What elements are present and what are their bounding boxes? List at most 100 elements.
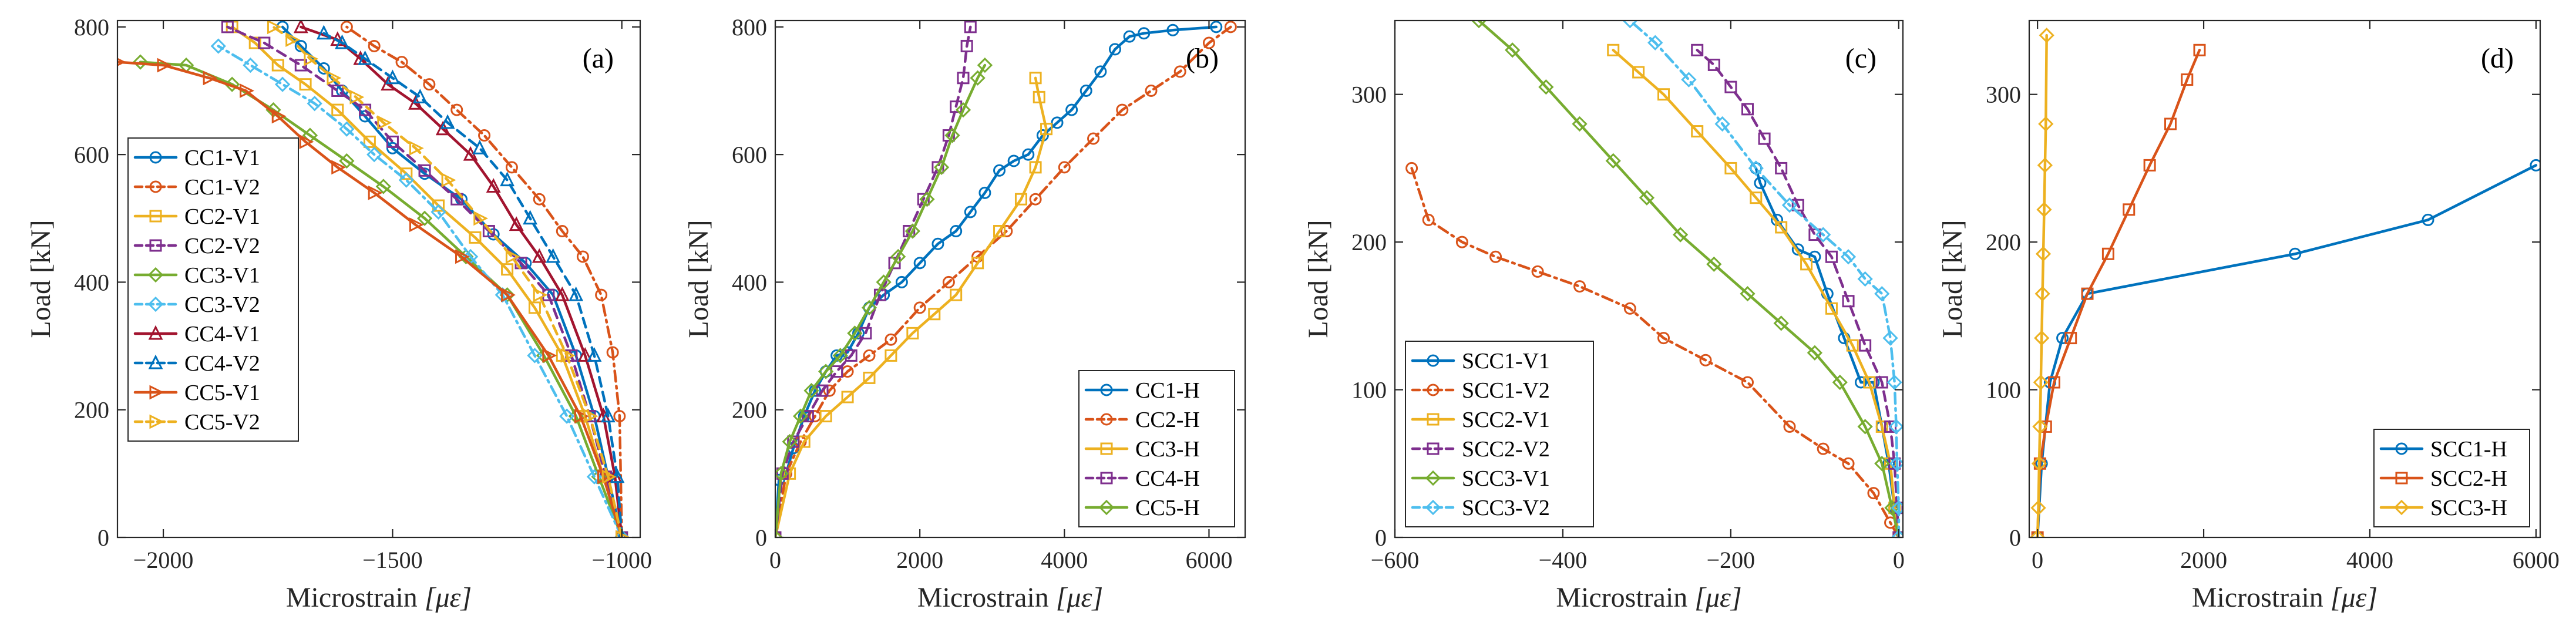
data-point-cc1-v2: [368, 39, 381, 52]
data-point-scc2-v2: [1791, 199, 1804, 211]
legend-swatch-marker: [1425, 470, 1441, 486]
legend-entry-label: CC1-V2: [184, 175, 260, 200]
panel-label: (a): [583, 43, 614, 74]
data-point-scc2-v1: [1657, 88, 1670, 101]
data-point-cc5-h: [782, 433, 798, 450]
legend: SCC1-V1 SCC1-V2 SCC2-V1 SCC2-V2 SCC3-V1 SCC3-…: [1405, 341, 1594, 527]
x-axis-label-unit: [με]: [1056, 582, 1103, 613]
y-tick-label: 100: [1986, 377, 2021, 403]
data-point-scc3-h: [2032, 419, 2048, 435]
data-point-scc3-h: [2033, 374, 2049, 391]
x-tick-label: 4000: [1041, 547, 1088, 573]
data-point-cc2-h: [1087, 132, 1100, 145]
series-line-scc2-v2: [1696, 49, 1901, 537]
y-tick-label: 200: [1986, 229, 2021, 255]
data-point-scc1-v2: [1623, 302, 1636, 315]
y-axis-label: Load [kN]: [1303, 220, 1334, 338]
data-point-cc3-v1: [132, 54, 149, 70]
data-point-cc1-h: [1123, 30, 1136, 43]
data-point-cc4-v1: [554, 286, 570, 301]
legend-entry-label: CC2-H: [1135, 408, 1200, 432]
data-point-cc3-h: [863, 371, 876, 384]
data-point-cc5-v1: [240, 83, 254, 98]
data-point-cc5-v2: [349, 89, 365, 105]
x-tick-label: −400: [1539, 547, 1588, 573]
series-line-cc4-v2: [322, 32, 624, 537]
data-point-scc3-v1: [1857, 419, 1873, 435]
data-point-cc5-h: [904, 223, 920, 239]
legend-swatch-marker: [1427, 442, 1440, 455]
y-tick-label: 0: [2009, 524, 2021, 551]
x-tick-label: −1500: [362, 547, 423, 573]
data-point-cc1-v2: [606, 346, 619, 359]
data-point-cc1-h: [913, 257, 926, 270]
data-point-cc3-v1: [224, 76, 240, 92]
legend-entry-label: SCC3-V1: [1462, 466, 1550, 491]
y-axis-label: Load [kN]: [25, 220, 56, 338]
legend-swatch-marker: [1425, 499, 1441, 516]
x-axis-label: Microstrain [με]: [2192, 582, 2377, 613]
data-point-cc5-h: [876, 274, 892, 290]
data-point-cc2-v1: [528, 301, 541, 314]
data-point-scc3-v1: [1538, 79, 1554, 95]
data-point-cc4-h: [960, 39, 973, 52]
panel-c: −600 −400 −200 0 0 100 200 300 Microstrain [με] L…: [1303, 19, 1905, 613]
data-point-scc1-h: [2289, 247, 2302, 260]
data-point-cc5-v1: [574, 409, 589, 424]
legend-swatch-marker: [148, 325, 163, 340]
data-point-scc2-v2: [1808, 228, 1821, 241]
x-tick-label: 4000: [2346, 547, 2393, 573]
data-point-cc1-h: [1210, 21, 1223, 33]
data-point-cc3-v2: [339, 121, 355, 137]
data-point-cc3-h: [906, 327, 919, 339]
data-point-cc3-h: [928, 308, 941, 321]
data-point-cc3-h: [819, 410, 832, 423]
data-point-cc4-v2: [335, 34, 349, 49]
plot-area: [2030, 28, 2540, 537]
legend-swatch-marker: [149, 414, 164, 429]
data-point-cc3-h: [1029, 72, 1042, 85]
legend-entry-label: SCC1-V2: [1462, 378, 1550, 403]
series-line-cc4-v1: [300, 25, 624, 537]
legend-entry-label: CC5-V1: [184, 381, 260, 405]
data-point-cc5-v2: [583, 409, 598, 424]
data-point-cc5-h: [832, 348, 848, 364]
data-point-scc3-v2: [1882, 330, 1898, 346]
series-line-scc3-v1: [1477, 21, 1901, 537]
legend-entry-label: CC3-V1: [184, 263, 260, 288]
data-point-scc3-v2: [1874, 286, 1890, 302]
data-point-scc2-h: [2164, 117, 2177, 130]
data-point-scc3-h: [2031, 456, 2047, 472]
plot-area: [117, 21, 631, 537]
data-point-cc2-v2: [294, 59, 307, 72]
data-point-cc3-h: [1014, 193, 1027, 206]
data-point-cc4-v1: [532, 248, 547, 263]
data-point-cc1-v2: [556, 225, 569, 238]
data-point-scc1-v1: [1808, 250, 1821, 263]
data-point-cc2-v2: [221, 21, 234, 33]
data-point-cc2-h: [1145, 85, 1158, 97]
data-point-scc2-v2: [1842, 295, 1855, 308]
data-point-cc4-v2: [440, 114, 455, 129]
legend-entry-label: CC3-V2: [184, 292, 260, 317]
data-point-cc3-h: [1033, 90, 1045, 103]
y-tick-label: 300: [1351, 82, 1387, 108]
x-tick-label: 2000: [896, 547, 943, 573]
data-point-cc5-v1: [542, 348, 557, 363]
data-point-cc4-v1: [486, 178, 501, 193]
data-point-scc3-v1: [1639, 190, 1655, 206]
data-point-cc2-v2: [258, 36, 271, 49]
data-point-scc1-v2: [1422, 213, 1435, 226]
data-point-scc1-v2: [1531, 265, 1544, 278]
data-point-scc2-v2: [1724, 80, 1737, 93]
data-point-cc1-v2: [478, 129, 491, 142]
data-point-cc3-h: [783, 467, 796, 480]
data-point-cc5-v2: [304, 51, 319, 66]
legend-entry-label: CC2-V2: [184, 234, 260, 258]
data-point-cc4-h: [801, 410, 814, 423]
data-point-scc1-v2: [1489, 250, 1502, 263]
data-point-cc1-h: [931, 237, 944, 250]
data-point-cc4-v2: [316, 25, 331, 40]
x-axis-label-unit: [με]: [425, 582, 472, 613]
